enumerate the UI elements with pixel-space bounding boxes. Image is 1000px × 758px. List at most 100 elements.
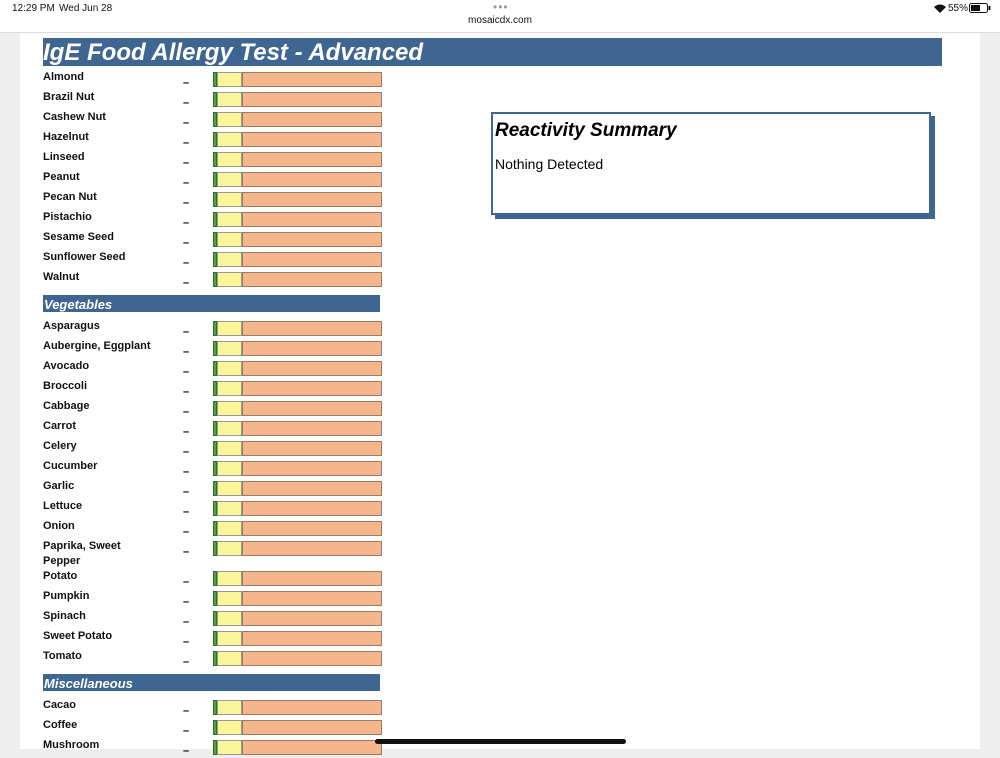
scale-orange: [242, 361, 382, 376]
scale-orange: [242, 172, 382, 187]
scale-orange: [242, 92, 382, 107]
reactivity-scale: [213, 571, 382, 586]
allergen-row: Garlic –: [43, 479, 383, 499]
reactivity-scale: [213, 212, 382, 227]
scale-green: [213, 501, 217, 516]
allergen-name: Celery: [43, 440, 77, 452]
scale-yellow: [217, 740, 242, 755]
scale-green: [213, 591, 217, 606]
scale-green: [213, 461, 217, 476]
allergen-row: Cucumber –: [43, 459, 383, 479]
dots[interactable]: •••: [493, 0, 509, 14]
scale-orange: [242, 192, 382, 207]
allergen-result: –: [183, 177, 190, 189]
allergen-name: Brazil Nut: [43, 91, 95, 103]
allergen-row: Pecan Nut –: [43, 190, 383, 210]
allergen-row: Broccoli –: [43, 379, 383, 399]
allergen-result: –: [183, 486, 190, 498]
scale-green: [213, 72, 217, 87]
allergen-result: –: [183, 506, 190, 518]
scale-orange: [242, 112, 382, 127]
scale-yellow: [217, 341, 242, 356]
scale-yellow: [217, 631, 242, 646]
allergen-row: Walnut –: [43, 270, 383, 290]
allergen-result: –: [183, 656, 190, 668]
allergen-name: Spinach: [43, 610, 86, 622]
scale-green: [213, 720, 217, 735]
scale-yellow: [217, 720, 242, 735]
allergen-name: Avocado: [43, 360, 90, 372]
scale-orange: [242, 321, 382, 336]
allergen-name: Cabbage: [43, 400, 90, 412]
scale-yellow: [217, 361, 242, 376]
scale-yellow: [217, 252, 242, 267]
scale-orange: [242, 631, 382, 646]
allergen-result: –: [183, 77, 190, 89]
scale-orange: [242, 341, 382, 356]
allergen-result: –: [183, 326, 190, 338]
scale-yellow: [217, 381, 242, 396]
allergen-row: Sunflower Seed –: [43, 250, 383, 270]
allergen-result: –: [183, 705, 190, 717]
allergen-name: Cacao: [43, 699, 77, 711]
scale-green: [213, 521, 217, 536]
allergen-name: Pecan Nut: [43, 191, 97, 203]
scale-green: [213, 361, 217, 376]
allergen-row: Avocado –: [43, 359, 383, 379]
allergen-result: –: [183, 117, 190, 129]
scale-orange: [242, 521, 382, 536]
scale-yellow: [217, 112, 242, 127]
scale-yellow: [217, 461, 242, 476]
allergen-name: Sweet Potato: [43, 630, 113, 642]
allergen-row: Pumpkin –: [43, 589, 383, 609]
scale-green: [213, 401, 217, 416]
reactivity-scale: [213, 481, 382, 496]
reactivity-scale: [213, 461, 382, 476]
allergen-row: Hazelnut –: [43, 130, 383, 150]
allergen-result: –: [183, 446, 190, 458]
allergen-name: Almond: [43, 71, 84, 83]
scale-yellow: [217, 152, 242, 167]
allergen-row: Onion –: [43, 519, 383, 539]
scale-green: [213, 212, 217, 227]
scale-green: [213, 92, 217, 107]
reactivity-scale: [213, 631, 382, 646]
reactivity-scale: [213, 700, 382, 715]
status-bar: 12:29 PM Wed Jun 28 ••• mosaicdx.com 55%: [0, 0, 1000, 33]
allergen-name: Pistachio: [43, 211, 92, 223]
summary-text: Nothing Detected: [495, 156, 604, 172]
allergen-result: –: [183, 137, 190, 149]
scale-orange: [242, 740, 382, 755]
allergen-row: Linseed –: [43, 150, 383, 170]
allergen-list: Almond – Brazil Nut – Cashew Nut – Hazelnut – Li…: [43, 70, 383, 758]
scale-green: [213, 172, 217, 187]
allergen-name: Aubergine, Eggplant: [43, 340, 151, 352]
reactivity-scale: [213, 381, 382, 396]
allergen-result: –: [183, 725, 190, 737]
scale-orange: [242, 272, 382, 287]
scale-orange: [242, 152, 382, 167]
allergen-result: –: [183, 157, 190, 169]
scale-yellow: [217, 232, 242, 247]
scale-orange: [242, 421, 382, 436]
home-indicator[interactable]: [375, 739, 626, 744]
scale-green: [213, 651, 217, 666]
scale-green: [213, 112, 217, 127]
allergen-row: Cacao –: [43, 698, 383, 718]
allergen-name: Sunflower Seed: [43, 251, 126, 263]
scale-yellow: [217, 321, 242, 336]
scale-yellow: [217, 521, 242, 536]
scale-yellow: [217, 481, 242, 496]
allergen-name: Pumpkin: [43, 590, 90, 602]
allergen-name: Walnut: [43, 271, 80, 283]
allergen-row: Coffee –: [43, 718, 383, 738]
time: 12:29 PM: [12, 3, 55, 14]
url[interactable]: mosaicdx.com: [468, 15, 532, 26]
scale-orange: [242, 212, 382, 227]
allergen-row: Peanut –: [43, 170, 383, 190]
scale-green: [213, 700, 217, 715]
allergen-row: Tomato –: [43, 649, 383, 669]
allergen-result: –: [183, 426, 190, 438]
allergen-name: Peanut: [43, 171, 80, 183]
scale-green: [213, 541, 217, 556]
